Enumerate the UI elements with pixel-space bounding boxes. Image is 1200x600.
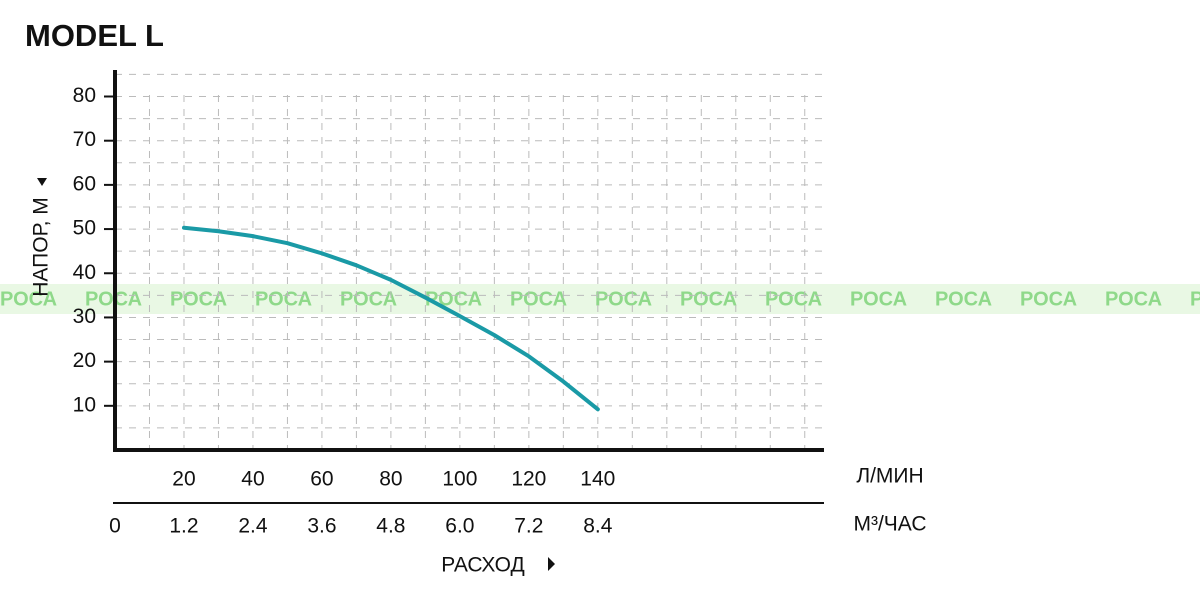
y-arrow: [37, 178, 47, 186]
watermark-text: РОСА: [510, 288, 567, 310]
x-tick-label: 100: [442, 468, 477, 491]
chart-title: MODEL L: [25, 18, 164, 53]
y-axis-label: НАПОР, М: [30, 197, 53, 297]
watermark-text: РОСА: [765, 288, 822, 310]
x-unit: Л/МИН: [856, 465, 923, 488]
x-arrow: [548, 557, 555, 571]
x-tick-label: 120: [511, 468, 546, 491]
watermark: РОСА РОСА РОСА РОСА РОСА РОСА РОСА РОСА РОСА РОСА…: [0, 288, 1200, 310]
watermark-text: РОСА: [340, 288, 397, 310]
watermark-band: [0, 284, 1200, 314]
watermark-text: РОСА: [935, 288, 992, 310]
y-tick-label: 30: [73, 305, 96, 328]
x-tick-label: 140: [580, 468, 615, 491]
y-tick-label: 10: [73, 393, 96, 416]
x2-tick-label: 6.0: [445, 515, 474, 538]
x2-unit: М³/ЧАС: [853, 513, 926, 536]
watermark-text: РОСА: [595, 288, 652, 310]
x2-tick-label: 7.2: [514, 515, 543, 538]
watermark-text: РОСА: [0, 288, 57, 310]
y-tick-label: 70: [73, 128, 96, 151]
curve: [181, 225, 600, 412]
x-tick-label: 40: [241, 468, 264, 491]
x2-tick-label: 2.4: [238, 515, 268, 538]
y-tick-label: 20: [73, 349, 96, 372]
x2-tick-label: 4.8: [376, 515, 405, 538]
watermark-text: РОСА: [1105, 288, 1162, 310]
x2-tick-label: 3.6: [307, 515, 336, 538]
y-tick-label: 50: [73, 217, 96, 240]
y-tick-label: 60: [73, 172, 96, 195]
watermark-text: РОСА: [1190, 288, 1200, 310]
x2-tick-label: 8.4: [583, 515, 613, 538]
y-tick-label: 80: [73, 84, 96, 107]
watermark-text: РОСА: [255, 288, 312, 310]
x-axis-label: РАСХОД: [441, 554, 525, 577]
watermark-text: РОСА: [1020, 288, 1077, 310]
x2-tick-label: 0: [109, 515, 121, 538]
watermark-text: РОСА: [680, 288, 737, 310]
grid: [115, 73, 822, 450]
x-tick-label: 80: [379, 468, 402, 491]
watermark-text: РОСА: [425, 288, 482, 310]
x-tick-label: 60: [310, 468, 333, 491]
x2-tick-label: 1.2: [169, 515, 198, 538]
y-tick-label: 40: [73, 261, 96, 284]
watermark-text: РОСА: [850, 288, 907, 310]
x-tick-label: 20: [172, 468, 195, 491]
